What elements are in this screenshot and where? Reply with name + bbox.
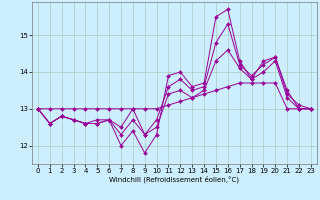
X-axis label: Windchill (Refroidissement éolien,°C): Windchill (Refroidissement éolien,°C) [109, 176, 239, 183]
